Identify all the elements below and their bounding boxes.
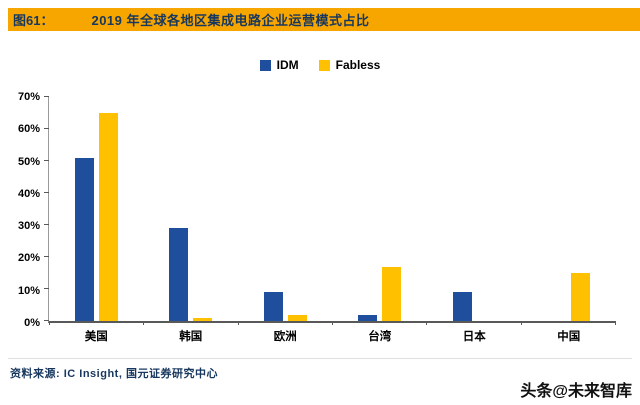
- x-axis-label-美国: 美国: [84, 331, 108, 343]
- x-tickmark-cell: [333, 321, 428, 325]
- y-tickmark: [44, 320, 49, 321]
- y-tickmark: [44, 288, 49, 289]
- bar-fabless-美国: [98, 113, 118, 321]
- x-axis-label-日本: 日本: [462, 331, 486, 343]
- y-tick-label: 40%: [17, 187, 40, 200]
- bar-fabless-韩国: [193, 317, 213, 321]
- bar-group-日本: [427, 97, 522, 321]
- bar-group-美国: [49, 97, 144, 321]
- bar-chart: 0% 10% 20% 30% 40% 50% 60% 70% 美国 韩国 欧洲 台湾 日本 中国: [18, 91, 617, 343]
- y-tick-label: 70%: [17, 91, 40, 103]
- legend-label: Fabless: [335, 58, 381, 72]
- x-tickmark-cell: [50, 321, 145, 325]
- x-axis-label-韩国: 韩国: [179, 331, 203, 343]
- legend-item-fabless: Fabless: [318, 58, 381, 72]
- y-tickmark: [44, 224, 49, 225]
- legend-swatch-idm: [259, 59, 271, 71]
- bar-idm-韩国: [169, 228, 189, 321]
- y-tickmark: [44, 96, 49, 97]
- x-axis-label-中国: 中国: [557, 331, 581, 343]
- y-tick-label: 50%: [17, 155, 40, 168]
- bar-group-中国: [522, 97, 617, 321]
- bar-fabless-欧洲: [287, 314, 307, 321]
- y-axis-labels: 0% 10% 20% 30% 40% 50% 60% 70%: [2, 91, 40, 329]
- x-tickmark-cell: [427, 321, 522, 325]
- y-tickmark: [44, 256, 49, 257]
- figure-number: 图61：: [13, 13, 54, 28]
- bar-idm-美国: [74, 157, 94, 321]
- chart-legend: IDM Fabless: [0, 56, 640, 74]
- bar-fabless-台湾: [382, 266, 402, 321]
- x-axis-label-台湾: 台湾: [368, 331, 392, 343]
- bar-idm-日本: [452, 292, 472, 321]
- y-tick-label: 60%: [17, 123, 40, 136]
- y-tick-label: 10%: [17, 284, 40, 297]
- legend-label: IDM: [276, 58, 299, 72]
- x-axis-label-欧洲: 欧洲: [273, 331, 297, 343]
- bar-group-韩国: [144, 97, 239, 321]
- bar-group-台湾: [333, 97, 428, 321]
- figure-header: 图61： 2019 年全球各地区集成电路企业运营模式占比: [8, 8, 640, 31]
- source-note: 资料来源: IC Insight, 国元证券研究中心: [10, 368, 218, 380]
- y-tick-label: 30%: [17, 220, 40, 233]
- footer-divider: [8, 358, 632, 359]
- x-tickmark-cell: [144, 321, 239, 325]
- figure-title: 2019 年全球各地区集成电路企业运营模式占比: [91, 13, 370, 28]
- x-axis-labels: 美国 韩国 欧洲 台湾 日本 中国: [49, 328, 616, 344]
- bar-idm-台湾: [358, 314, 378, 321]
- bar-fabless-中国: [571, 273, 591, 321]
- y-tickmark: [44, 192, 49, 193]
- bar-idm-欧洲: [263, 292, 283, 321]
- watermark: 头条@未来智库: [520, 383, 632, 400]
- x-tickmark-cell: [239, 321, 333, 325]
- legend-item-idm: IDM: [259, 58, 299, 72]
- y-tick-label: 0%: [24, 317, 40, 329]
- legend-swatch-fabless: [318, 59, 330, 71]
- bar-group-欧洲: [238, 97, 333, 321]
- x-tickmark-cell: [522, 321, 616, 325]
- x-axis-tickmarks: [49, 321, 616, 325]
- plot-area: 美国 韩国 欧洲 台湾 日本 中国: [44, 96, 617, 343]
- y-tickmark: [44, 128, 49, 129]
- y-tick-label: 20%: [17, 252, 40, 265]
- y-tickmark: [44, 160, 49, 161]
